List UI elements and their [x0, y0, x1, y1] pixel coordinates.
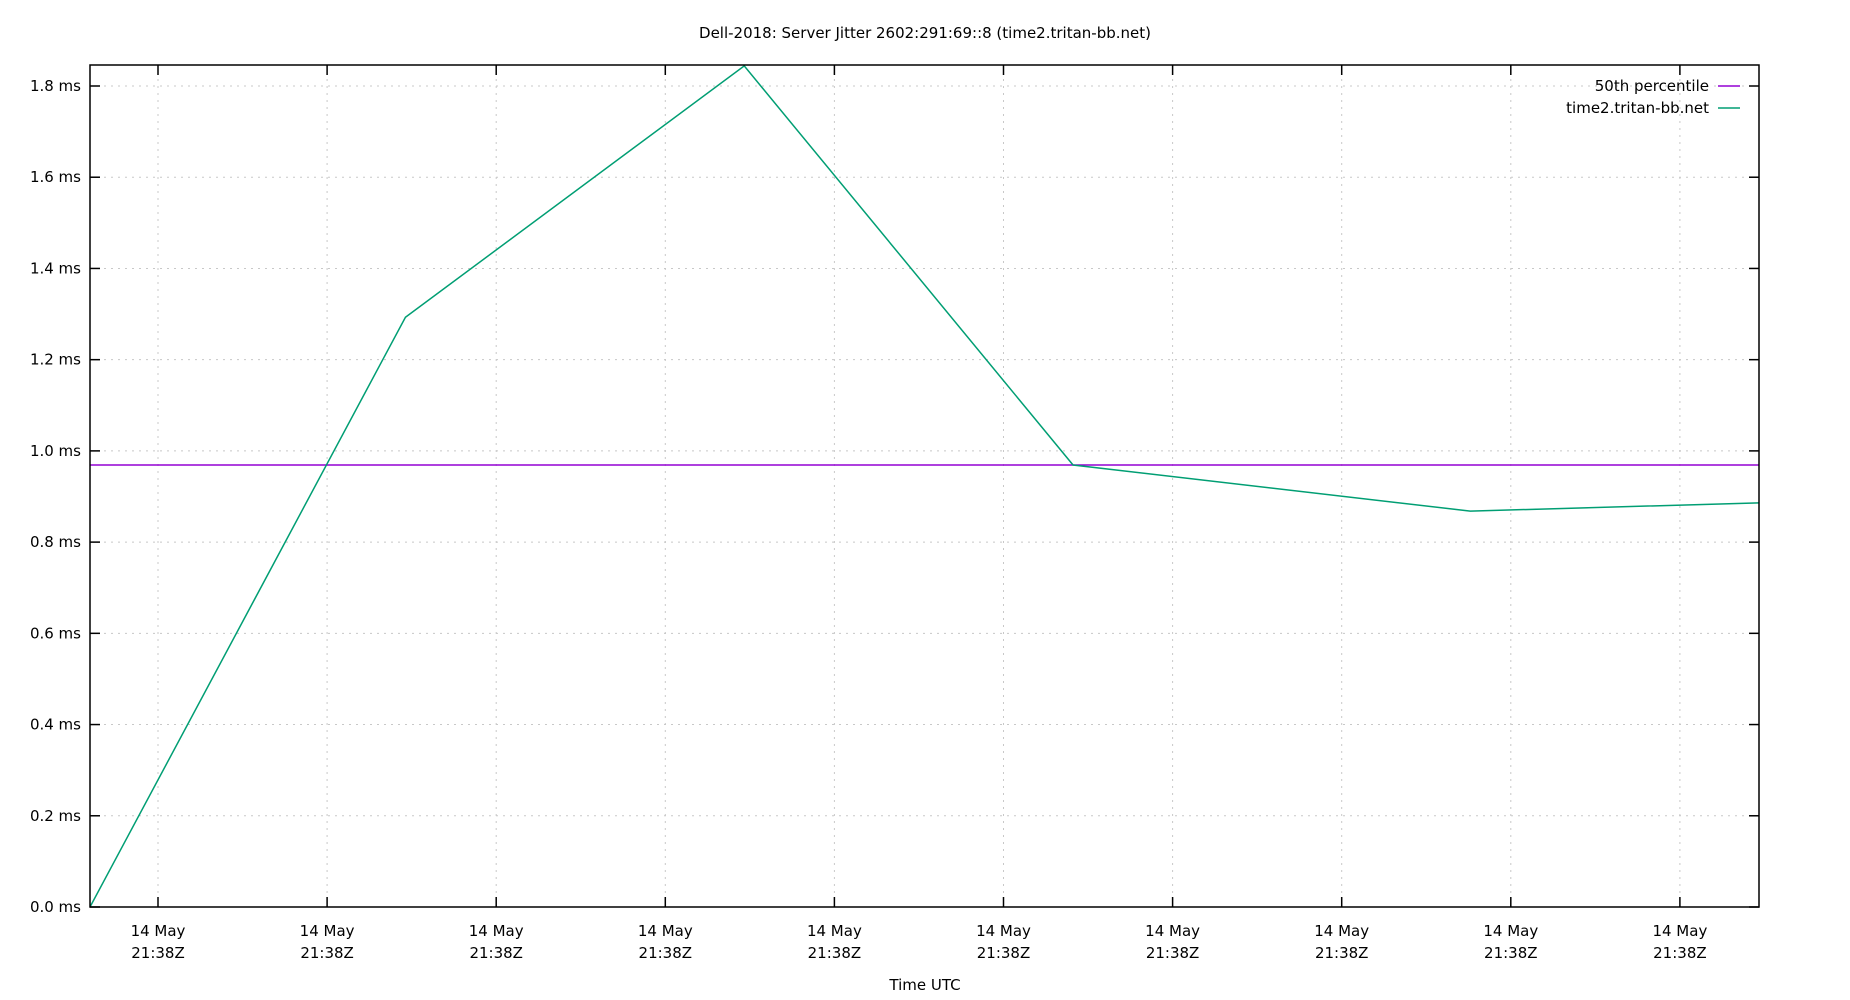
x-tick-time: 21:38Z	[1484, 944, 1538, 962]
y-tick-label: 1.4 ms	[30, 259, 81, 277]
y-tick-label: 1.6 ms	[30, 168, 81, 186]
y-axis: 0.0 ms 0.2 ms 0.4 ms 0.6 ms 0.8 ms 1.0 ms 1.2 …	[30, 77, 1759, 916]
y-tick-label: 1.2 ms	[30, 351, 81, 369]
x-tick-time: 21:38Z	[1146, 944, 1200, 962]
x-tick-date: 14 May	[1145, 922, 1200, 940]
x-tick-time: 21:38Z	[469, 944, 523, 962]
x-tick-time: 21:38Z	[977, 944, 1031, 962]
x-tick-date: 14 May	[131, 922, 186, 940]
jitter-line	[89, 64, 1760, 908]
y-tick-label: 0.2 ms	[30, 807, 81, 825]
x-axis: 14 May 21:38Z 14 May 21:38Z 14 May 21:38Z 14 M…	[131, 65, 1707, 962]
y-tick-label: 1.8 ms	[30, 77, 81, 95]
x-axis-label: Time UTC	[888, 976, 960, 994]
x-tick-time: 21:38Z	[808, 944, 862, 962]
x-tick-date: 14 May	[807, 922, 862, 940]
y-tick-label: 0.8 ms	[30, 533, 81, 551]
x-tick-date: 14 May	[638, 922, 693, 940]
plot-frame	[89, 64, 1760, 908]
x-tick-date: 14 May	[976, 922, 1031, 940]
x-tick-time: 21:38Z	[1315, 944, 1369, 962]
x-tick-date: 14 May	[300, 922, 355, 940]
x-tick-time: 21:38Z	[300, 944, 354, 962]
legend: 50th percentile time2.tritan-bb.net	[1566, 77, 1740, 117]
x-tick-date: 14 May	[469, 922, 524, 940]
y-tick-label: 1.0 ms	[30, 442, 81, 460]
legend-label: time2.tritan-bb.net	[1566, 99, 1709, 117]
grid-lines	[90, 65, 1759, 907]
x-tick-time: 21:38Z	[1653, 944, 1707, 962]
y-tick-label: 0.4 ms	[30, 716, 81, 734]
x-tick-time: 21:38Z	[639, 944, 693, 962]
plot-series	[89, 64, 1760, 908]
x-tick-date: 14 May	[1652, 922, 1707, 940]
y-tick-label: 0.6 ms	[30, 624, 81, 642]
x-tick-date: 14 May	[1483, 922, 1538, 940]
chart-title: Dell-2018: Server Jitter 2602:291:69::8 …	[699, 24, 1151, 42]
x-tick-date: 14 May	[1314, 922, 1369, 940]
y-tick-label: 0.0 ms	[30, 898, 81, 916]
x-tick-time: 21:38Z	[131, 944, 185, 962]
legend-label: 50th percentile	[1595, 77, 1709, 95]
